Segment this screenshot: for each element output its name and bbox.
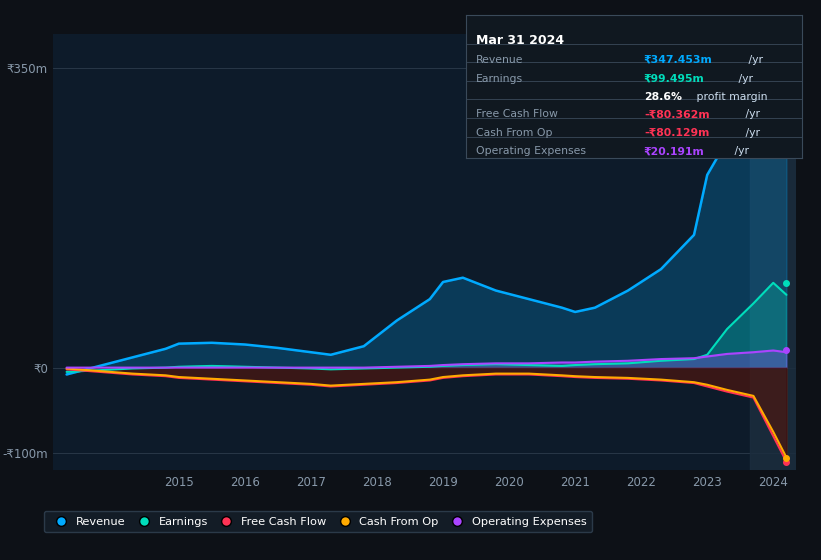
Text: /yr: /yr xyxy=(745,55,763,65)
Text: /yr: /yr xyxy=(732,147,750,156)
Text: ₹347.453m: ₹347.453m xyxy=(644,55,713,65)
Text: ₹20.191m: ₹20.191m xyxy=(644,147,704,156)
Text: 28.6%: 28.6% xyxy=(644,92,682,102)
Legend: Revenue, Earnings, Free Cash Flow, Cash From Op, Operating Expenses: Revenue, Earnings, Free Cash Flow, Cash … xyxy=(44,511,592,533)
Text: Earnings: Earnings xyxy=(475,74,523,83)
Text: ₹99.495m: ₹99.495m xyxy=(644,74,704,83)
Text: profit margin: profit margin xyxy=(693,92,767,102)
Text: /yr: /yr xyxy=(741,128,759,138)
Text: Free Cash Flow: Free Cash Flow xyxy=(475,109,557,119)
Text: /yr: /yr xyxy=(741,109,759,119)
Text: /yr: /yr xyxy=(735,74,753,83)
Bar xyxy=(750,34,796,470)
Text: -₹80.362m: -₹80.362m xyxy=(644,109,709,119)
Text: Revenue: Revenue xyxy=(475,55,523,65)
Text: Operating Expenses: Operating Expenses xyxy=(475,147,585,156)
Text: Cash From Op: Cash From Op xyxy=(475,128,552,138)
Text: -₹80.129m: -₹80.129m xyxy=(644,128,709,138)
Text: Mar 31 2024: Mar 31 2024 xyxy=(475,34,564,46)
